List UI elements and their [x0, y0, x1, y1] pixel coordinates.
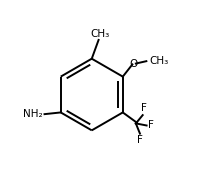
Text: CH₃: CH₃ — [91, 29, 110, 39]
Text: CH₃: CH₃ — [149, 56, 168, 66]
Text: O: O — [130, 58, 138, 69]
Text: F: F — [137, 136, 143, 146]
Text: F: F — [141, 103, 146, 113]
Text: NH₂: NH₂ — [23, 109, 43, 119]
Text: F: F — [149, 120, 154, 131]
